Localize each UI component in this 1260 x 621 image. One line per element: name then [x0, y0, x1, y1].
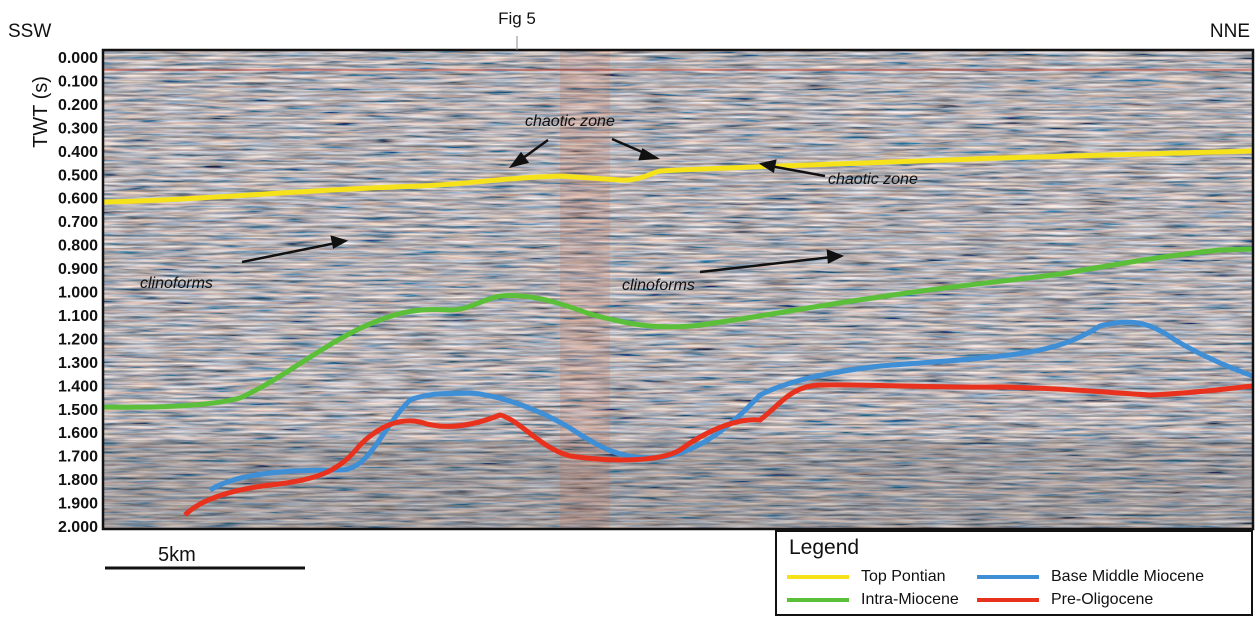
y-tick-label: 0.700 [58, 214, 98, 231]
legend-swatch [977, 598, 1039, 602]
seismic-section [103, 50, 1253, 529]
y-tick-label: 0.600 [58, 191, 98, 208]
legend-item-intra-miocene: Intra-Miocene [787, 591, 959, 609]
legend-item-pre-oligocene: Pre-Oligocene [977, 591, 1153, 609]
direction-left-label: SSW [8, 21, 51, 42]
y-axis-label: TWT (s) [30, 76, 52, 148]
top-pontian-horizon [102, 148, 1254, 205]
arrow-chaotic-1 [508, 138, 549, 169]
arrow-chaotic-2 [611, 137, 661, 161]
legend-swatch [977, 575, 1039, 579]
legend-label: Base Middle Miocene [1051, 568, 1204, 585]
y-tick-label: 1.400 [58, 378, 98, 395]
y-tick-label: 1.500 [58, 402, 98, 419]
chaotic-zone-label-2: chaotic zone [828, 171, 918, 188]
y-tick-label: 1.000 [58, 285, 98, 302]
y-tick-label: 0.300 [58, 120, 98, 137]
horizon-lines [102, 148, 1254, 517]
clinoforms-label-2: clinoforms [622, 277, 695, 294]
direction-right-label: NNE [1210, 21, 1250, 42]
legend-title: Legend [789, 536, 860, 559]
annotations: chaotic zone chaotic zone clinoforms cli… [140, 113, 918, 294]
arrow-clinoforms-1 [241, 235, 349, 264]
legend-item-base-middle-miocene: Base Middle Miocene [977, 568, 1204, 586]
y-tick-label: 2.000 [58, 519, 98, 536]
y-tick-label: 1.900 [58, 496, 98, 513]
y-tick-label: 0.100 [58, 73, 98, 90]
legend-label: Intra-Miocene [861, 591, 959, 608]
legend-label: Top Pontian [861, 568, 946, 585]
y-tick-label: 1.300 [58, 355, 98, 372]
arrow-chaotic-3 [758, 159, 826, 178]
y-tick-label: 0.400 [58, 144, 98, 161]
y-axis-ticks: 0.000 0.100 0.200 0.300 0.400 0.500 0.600 0.700… [58, 50, 98, 536]
scale-bar-label: 5km [158, 544, 196, 566]
y-tick-label: 1.700 [58, 449, 98, 466]
scale-bar: 5km [105, 544, 305, 570]
section-frame [101, 48, 1255, 531]
clinoforms-label-1: clinoforms [140, 275, 213, 292]
y-tick-label: 0.200 [58, 97, 98, 114]
chaotic-zone-label-1: chaotic zone [525, 113, 615, 130]
y-tick-label: 0.800 [58, 238, 98, 255]
y-tick-label: 0.500 [58, 167, 98, 184]
intra-miocene-horizon [102, 246, 1254, 410]
y-tick-label: 1.100 [58, 308, 98, 325]
y-tick-label: 0.900 [58, 261, 98, 278]
legend: Legend Top Pontian Base Middle Miocene I… [775, 530, 1253, 616]
legend-item-top-pontian: Top Pontian [787, 568, 946, 586]
y-tick-label: 1.800 [58, 472, 98, 489]
legend-swatch [787, 575, 849, 579]
pre-oligocene-horizon [183, 382, 1254, 517]
y-tick-label: 0.000 [58, 50, 98, 67]
legend-swatch [787, 598, 849, 602]
y-tick-label: 1.600 [58, 425, 98, 442]
y-tick-label: 1.200 [58, 331, 98, 348]
fig-reference-label: Fig 5 [498, 9, 536, 28]
legend-label: Pre-Oligocene [1051, 591, 1154, 608]
arrow-clinoforms-2 [699, 249, 845, 274]
